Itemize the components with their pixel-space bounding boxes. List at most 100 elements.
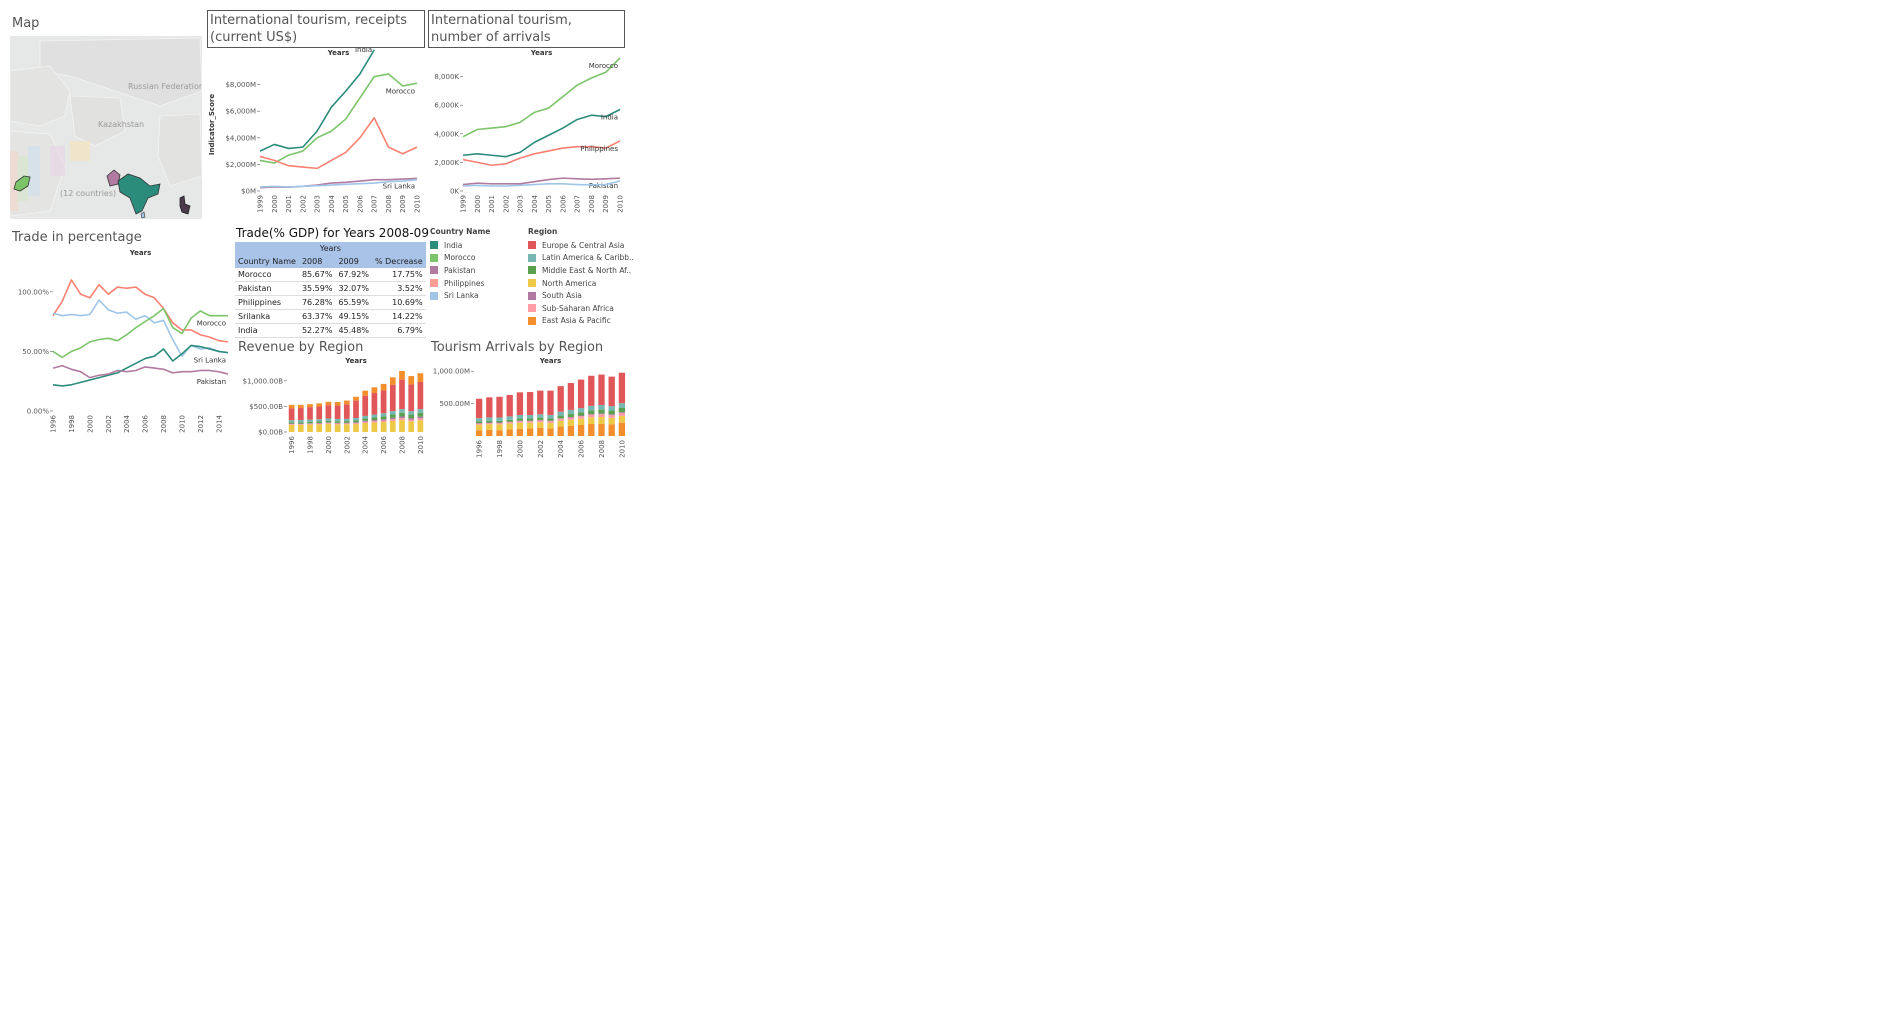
legend-item-philippines[interactable]: Philippines: [430, 277, 490, 290]
legend-item-east-asia[interactable]: East Asia & Pacific: [528, 315, 634, 328]
x-tick-label: 2009: [399, 195, 407, 213]
arrivals-chart[interactable]: Years 0K 2,000K 4,000K 6,000K 8,000K 1999 2000 2…: [427, 48, 630, 216]
bar-segment: [297, 420, 304, 423]
x-tick-label: 2008: [588, 195, 596, 213]
y-tick-label: $0.00B: [258, 429, 283, 437]
bar-segment: [399, 379, 405, 410]
y-tick-label: 0K: [450, 188, 459, 196]
series-line: [52, 299, 229, 357]
bar-segment: [557, 411, 564, 416]
region-legend[interactable]: Region Europe & Central Asia Latin Ameri…: [528, 227, 634, 327]
column-header: Years: [327, 49, 350, 57]
table-row[interactable]: Philippines 76.28% 65.59% 10.69%: [235, 296, 426, 310]
bar-segment: [516, 415, 524, 419]
column-header: Years: [129, 249, 152, 257]
bar-segment: [297, 423, 304, 425]
x-tick-label: 2000: [474, 195, 482, 213]
bar-segment: [316, 423, 323, 425]
table-cell: 10.69%: [392, 298, 423, 307]
bar-segment: [496, 420, 503, 423]
bar-segment: [380, 383, 387, 391]
table-row[interactable]: Pakistan 35.59% 32.07% 3.52%: [235, 282, 426, 296]
x-tick-label: 2006: [380, 435, 388, 453]
legend-item-latin-america[interactable]: Latin America & Caribb..: [528, 252, 634, 265]
bar-segment: [362, 390, 369, 396]
bar-segment: [380, 390, 387, 414]
x-tick-label: 2001: [488, 195, 496, 213]
table-row[interactable]: Srilanka 63.37% 49.15% 14.22%: [235, 310, 426, 324]
table-row[interactable]: India 52.27% 45.48% 6.79%: [235, 324, 426, 338]
bar-segment: [506, 429, 513, 436]
table-cell: 45.48%: [338, 326, 369, 335]
bar-segment: [486, 424, 493, 430]
bar-segment: [588, 413, 595, 415]
bar-segment: [334, 418, 341, 422]
bar-segment: [389, 377, 396, 385]
trade-chart[interactable]: Years 0.00% 50.00% 100.00% 1996 1998 2000 2002 2…: [10, 248, 234, 448]
map-philippines-shape: [179, 195, 191, 215]
legend-label: India: [444, 240, 463, 250]
series-label: India: [601, 113, 618, 121]
y-tick-label: 100.00%: [18, 288, 49, 296]
bar-segment: [547, 421, 554, 424]
legend-label: Sub-Saharan Africa: [542, 303, 614, 313]
x-tick-label: 2009: [602, 195, 610, 213]
arrivals-region-chart[interactable]: Years 500.00M 1,000.00M 1996 1998 2000 2002 200…: [427, 356, 630, 464]
legend-swatch: [528, 316, 536, 325]
region-legend-title: Region: [528, 227, 558, 236]
bar-segment: [380, 422, 387, 432]
x-tick-label: 2005: [342, 195, 350, 213]
world-map[interactable]: Russian Federation Kazakhstan (12 countr…: [10, 36, 202, 219]
legend-swatch: [430, 291, 438, 300]
bar-segment: [547, 414, 554, 419]
table-row[interactable]: Morocco 85.67% 67.92% 17.75%: [235, 268, 426, 282]
x-tick-label: 2004: [362, 435, 370, 453]
legend-label: Europe & Central Asia: [542, 240, 625, 250]
bar-segment: [307, 419, 313, 422]
bar-segment: [577, 416, 585, 419]
y-tick-label: $0M: [241, 188, 256, 196]
legend-label: Pakistan: [444, 265, 476, 275]
bar-segment: [307, 407, 313, 420]
series-line: [462, 57, 621, 138]
x-tick-label: 2008: [385, 195, 393, 213]
legend-item-middle-east[interactable]: Middle East & North Af..: [528, 264, 634, 277]
bar-segment: [598, 404, 605, 410]
legend-item-europe[interactable]: Europe & Central Asia: [528, 239, 634, 252]
receipts-chart[interactable]: Years Indicator_Score $0M $2,000M $4,000M $6,…: [205, 48, 427, 216]
bar-segment: [408, 384, 415, 412]
x-tick-label: 2006: [356, 194, 364, 212]
table-header-2008: 2008: [298, 255, 336, 268]
legend-item-sub-saharan[interactable]: Sub-Saharan Africa: [528, 302, 634, 315]
series-label: Pakistan: [589, 182, 618, 190]
revenue-chart[interactable]: Years $0.00B $500.00B $1,000.00B 1996 1998 200…: [233, 356, 428, 464]
bar-segment: [380, 420, 387, 423]
arrivals-region-title: Tourism Arrivals by Region: [431, 340, 604, 355]
map-pakistan-shape: [106, 169, 121, 187]
bar-segment: [526, 415, 534, 419]
legend-item-pakistan[interactable]: Pakistan: [430, 264, 490, 277]
bar-segment: [325, 422, 332, 423]
legend-label: Sri Lanka: [444, 291, 479, 301]
y-tick-label: $2,000M: [225, 161, 256, 169]
bar-segment: [362, 395, 369, 416]
bar-segment: [408, 418, 415, 420]
country-legend[interactable]: Country Name India Morocco Pakistan Phil…: [430, 227, 490, 302]
table-cell: 17.75%: [392, 270, 423, 279]
legend-item-sri-lanka[interactable]: Sri Lanka: [430, 289, 490, 302]
table-cell: 85.67%: [301, 270, 333, 279]
bar-segment: [567, 417, 575, 420]
bar-segment: [577, 415, 585, 417]
legend-label: Morocco: [444, 253, 476, 263]
bar-segment: [567, 425, 575, 436]
legend-item-south-asia[interactable]: South Asia: [528, 289, 634, 302]
bar-segment: [353, 420, 359, 423]
bar-segment: [557, 420, 564, 427]
bar-segment: [557, 418, 564, 419]
x-tick-label: 2005: [545, 195, 553, 213]
legend-item-morocco[interactable]: Morocco: [430, 252, 490, 265]
legend-item-north-america[interactable]: North America: [528, 277, 634, 290]
bar-segment: [506, 422, 513, 424]
country-legend-title: Country Name: [430, 227, 491, 236]
legend-item-india[interactable]: India: [430, 239, 490, 252]
